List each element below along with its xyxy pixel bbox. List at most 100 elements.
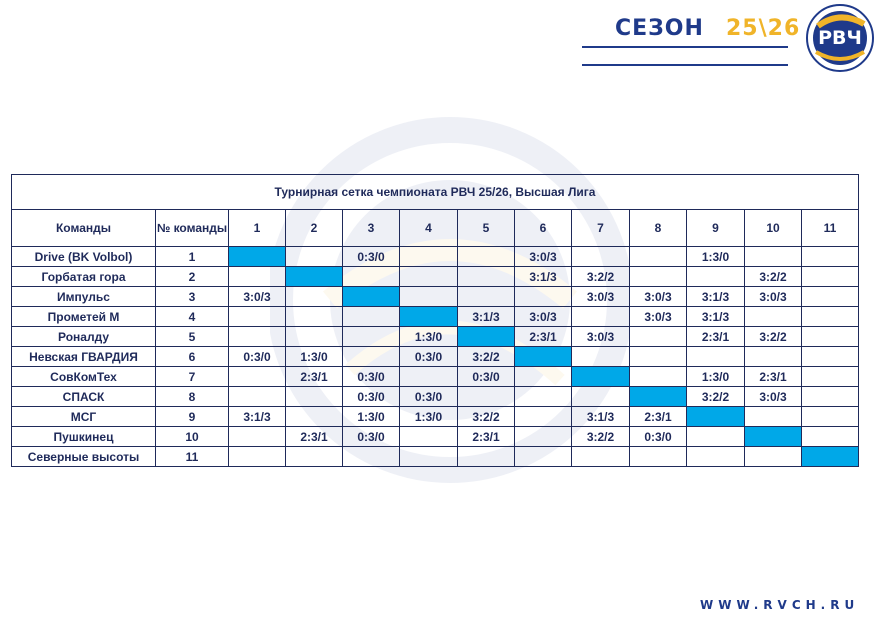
match-result-cell [229, 447, 286, 467]
team-name: Drive (BK Volbol) [12, 247, 156, 267]
match-result-cell: 3:1/3 [458, 307, 515, 327]
header-divider-bottom [582, 64, 788, 66]
match-result-cell: 3:2/2 [458, 407, 515, 427]
diagonal-cell [745, 427, 802, 447]
match-result-cell: 0:3/0 [343, 427, 400, 447]
match-result-cell: 0:3/0 [343, 247, 400, 267]
match-result-cell: 0:3/0 [400, 347, 458, 367]
match-result-cell [400, 247, 458, 267]
diagonal-cell [515, 347, 572, 367]
team-number: 9 [156, 407, 229, 427]
column-header-4: 4 [400, 210, 458, 247]
match-result-cell: 3:2/2 [745, 327, 802, 347]
match-result-cell: 0:3/0 [630, 427, 687, 447]
season-year: 25\26 [726, 16, 800, 41]
match-result-cell [572, 307, 630, 327]
match-result-cell: 3:0/3 [572, 287, 630, 307]
match-result-cell: 2:3/1 [745, 367, 802, 387]
match-result-cell [515, 427, 572, 447]
match-result-cell [572, 447, 630, 467]
match-result-cell [802, 307, 859, 327]
match-result-cell [458, 267, 515, 287]
table-row: СовКомТех 7 2:3/1 0:3/0 0:3/0 1:3/0 2:3/1 [12, 367, 859, 387]
match-result-cell [630, 447, 687, 467]
match-result-cell: 2:3/1 [458, 427, 515, 447]
match-result-cell [400, 427, 458, 447]
match-result-cell: 3:0/3 [745, 287, 802, 307]
match-result-cell: 1:3/0 [286, 347, 343, 367]
column-header-5: 5 [458, 210, 515, 247]
team-number: 8 [156, 387, 229, 407]
match-result-cell: 3:0/3 [229, 287, 286, 307]
match-result-cell [802, 327, 859, 347]
match-result-cell [286, 387, 343, 407]
match-result-cell: 3:0/3 [630, 307, 687, 327]
match-result-cell [802, 427, 859, 447]
match-result-cell: 3:1/3 [572, 407, 630, 427]
match-result-cell: 2:3/1 [286, 367, 343, 387]
match-result-cell [286, 447, 343, 467]
match-result-cell: 2:3/1 [286, 427, 343, 447]
match-result-cell: 0:3/0 [400, 387, 458, 407]
team-number: 4 [156, 307, 229, 327]
match-result-cell: 0:3/0 [343, 387, 400, 407]
match-result-cell [745, 347, 802, 367]
team-number: 1 [156, 247, 229, 267]
match-result-cell [745, 307, 802, 327]
match-result-cell [400, 447, 458, 467]
column-header-10: 10 [745, 210, 802, 247]
match-result-cell: 1:3/0 [687, 247, 745, 267]
match-result-cell [802, 387, 859, 407]
match-result-cell: 3:0/3 [515, 247, 572, 267]
team-name: Северные высоты [12, 447, 156, 467]
header-divider-top [582, 46, 788, 48]
match-result-cell [687, 427, 745, 447]
column-header-8: 8 [630, 210, 687, 247]
match-result-cell [515, 367, 572, 387]
match-result-cell [400, 367, 458, 387]
match-result-cell [286, 407, 343, 427]
match-result-cell [286, 307, 343, 327]
column-header-teams: Команды [12, 210, 156, 247]
match-result-cell: 3:0/3 [515, 307, 572, 327]
match-result-cell [458, 247, 515, 267]
match-result-cell [515, 447, 572, 467]
team-number: 7 [156, 367, 229, 387]
table-row: Прометей М 4 3:1/3 3:0/3 3:0/3 3:1/3 [12, 307, 859, 327]
season-label: СЕЗОН [615, 16, 704, 41]
team-name: Невская ГВАРДИЯ [12, 347, 156, 367]
match-result-cell [572, 247, 630, 267]
match-result-cell [286, 287, 343, 307]
match-result-cell [630, 347, 687, 367]
match-result-cell [458, 387, 515, 407]
team-name: СовКомТех [12, 367, 156, 387]
column-header-1: 1 [229, 210, 286, 247]
match-result-cell: 3:0/3 [630, 287, 687, 307]
team-number: 10 [156, 427, 229, 447]
footer-website-link[interactable]: WWW.RVCH.RU [700, 598, 859, 612]
table-row: Горбатая гора 2 3:1/3 3:2/2 3:2/2 [12, 267, 859, 287]
diagonal-cell [630, 387, 687, 407]
table-row: Импульс 3 3:0/3 3:0/3 3:0/3 3:1/3 3:0/3 [12, 287, 859, 307]
table-row: Невская ГВАРДИЯ 6 0:3/0 1:3/0 0:3/0 3:2/2 [12, 347, 859, 367]
team-name: Прометей М [12, 307, 156, 327]
table-title: Турнирная сетка чемпионата РВЧ 25/26, Вы… [12, 175, 859, 210]
match-result-cell: 1:3/0 [400, 327, 458, 347]
match-result-cell [515, 407, 572, 427]
diagonal-cell [687, 407, 745, 427]
table-row: МСГ 9 3:1/3 1:3/0 1:3/0 3:2/2 3:1/3 2:3/1 [12, 407, 859, 427]
match-result-cell [286, 327, 343, 347]
table-row: Пушкинец 10 2:3/1 0:3/0 2:3/1 3:2/2 0:3/0 [12, 427, 859, 447]
team-number: 11 [156, 447, 229, 467]
table-row: Drive (BK Volbol) 1 0:3/0 3:0/3 1:3/0 [12, 247, 859, 267]
team-name: Роналду [12, 327, 156, 347]
table-row: СПАСК 8 0:3/0 0:3/0 3:2/2 3:0/3 [12, 387, 859, 407]
match-result-cell [630, 247, 687, 267]
column-header-2: 2 [286, 210, 343, 247]
match-result-cell [687, 267, 745, 287]
match-result-cell [687, 447, 745, 467]
team-number: 2 [156, 267, 229, 287]
match-result-cell [229, 267, 286, 287]
match-result-cell: 2:3/1 [630, 407, 687, 427]
match-result-cell: 1:3/0 [400, 407, 458, 427]
